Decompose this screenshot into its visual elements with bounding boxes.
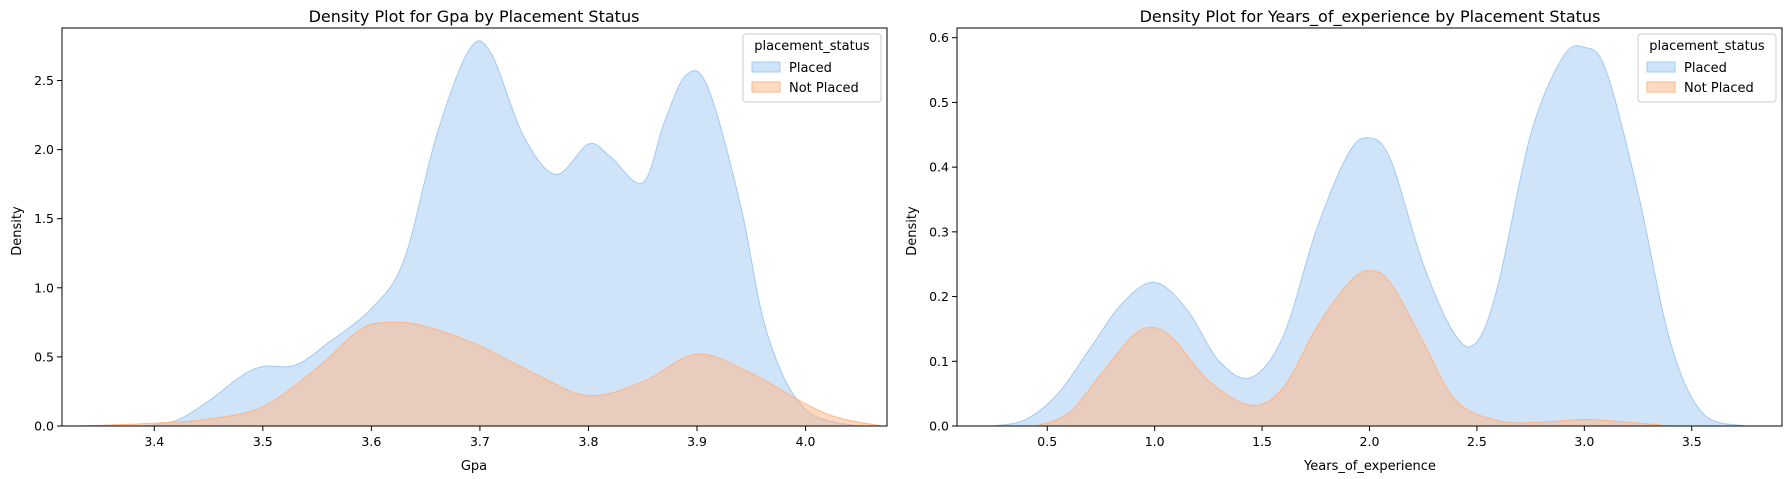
chart-title: Density Plot for Years_of_experience by … — [1140, 7, 1601, 27]
legend-label-not-placed: Not Placed — [789, 81, 859, 96]
y-tick-label: 0.2 — [929, 289, 949, 304]
x-tick-label: 3.8 — [579, 434, 599, 449]
y-tick-label: 0.3 — [929, 224, 949, 239]
legend: placement_status Placed Not Placed — [742, 33, 882, 103]
x-tick-label: 4.0 — [796, 434, 816, 449]
plot-area: 0.5 1.0 1.5 2.0 2.5 3.0 3.5 0.0 0.1 0.2 0.3 0.4 0.5 0… — [929, 27, 1783, 449]
x-axis-label: Years_of_experience — [1303, 459, 1436, 474]
x-tick-label: 3.0 — [1574, 434, 1594, 449]
x-tick-label: 3.9 — [687, 434, 707, 449]
x-tick-label: 2.0 — [1360, 434, 1380, 449]
gpa-density-chart: Density Plot for Gpa by Placement Status… — [10, 7, 888, 474]
y-axis-label: Density — [10, 206, 25, 256]
y-tick-label: 2.5 — [34, 73, 54, 88]
x-tick-label: 3.6 — [361, 434, 381, 449]
x-tick-label: 2.5 — [1467, 434, 1487, 449]
x-tick-label: 0.5 — [1037, 434, 1057, 449]
y-tick-label: 0.0 — [929, 419, 949, 434]
density-line-placed — [993, 45, 1746, 427]
x-tick-label: 1.5 — [1252, 434, 1272, 449]
legend-title: placement_status — [754, 39, 870, 54]
plot-area: 3.4 3.5 3.6 3.7 3.8 3.9 4.0 0.0 0.5 1.0 1.5 2.0 2.5 p… — [34, 27, 888, 449]
y-tick-label: 1.5 — [34, 211, 54, 226]
y-tick-label: 0.1 — [929, 354, 949, 369]
legend-swatch-placed — [1646, 61, 1676, 73]
y-tick-label: 2.0 — [34, 142, 54, 157]
legend-swatch-placed — [751, 61, 781, 73]
y-tick-label: 0.6 — [929, 30, 949, 45]
y-axis-label: Density — [905, 206, 920, 256]
density-line-not-placed — [78, 321, 882, 427]
axes-frame — [61, 27, 888, 427]
legend-label-not-placed: Not Placed — [1684, 81, 1754, 96]
x-tick-label: 3.4 — [144, 434, 164, 449]
legend-label-placed: Placed — [1684, 61, 1727, 76]
y-tick-label: 0.4 — [929, 160, 949, 175]
density-area-not-placed — [78, 322, 882, 426]
legend-title: placement_status — [1649, 39, 1765, 54]
x-tick-label: 3.7 — [470, 434, 490, 449]
legend: placement_status Placed Not Placed — [1637, 33, 1777, 103]
y-tick-label: 0.5 — [34, 349, 54, 364]
x-tick-label: 1.0 — [1145, 434, 1165, 449]
y-tick-label: 0.5 — [929, 95, 949, 110]
x-tick-label: 3.5 — [253, 434, 273, 449]
density-line-not-placed — [1036, 270, 1671, 427]
legend-swatch-not-placed — [751, 81, 781, 93]
y-tick-label: 1.0 — [34, 280, 54, 295]
density-area-not-placed — [1036, 270, 1671, 426]
density-area-placed — [993, 45, 1746, 427]
density-line-placed — [143, 40, 860, 427]
y-tick-label: 0.0 — [34, 419, 54, 434]
legend-label-placed: Placed — [789, 61, 832, 76]
chart-title: Density Plot for Gpa by Placement Status — [309, 7, 640, 26]
experience-density-chart: Density Plot for Years_of_experience by … — [905, 7, 1783, 474]
x-axis-label: Gpa — [461, 459, 487, 474]
legend-swatch-not-placed — [1646, 81, 1676, 93]
x-tick-label: 3.5 — [1682, 434, 1702, 449]
density-area-placed — [143, 40, 860, 426]
